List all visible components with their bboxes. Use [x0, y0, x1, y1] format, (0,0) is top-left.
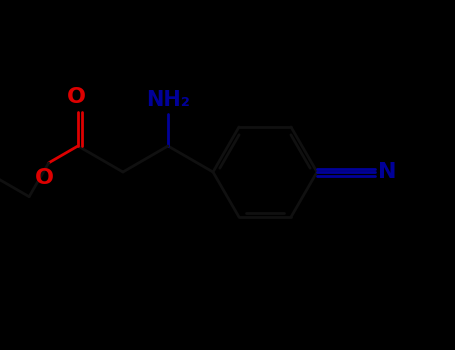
Text: N: N — [378, 162, 396, 182]
Text: O: O — [66, 87, 86, 107]
Text: O: O — [35, 168, 54, 188]
Text: NH₂: NH₂ — [146, 90, 190, 110]
